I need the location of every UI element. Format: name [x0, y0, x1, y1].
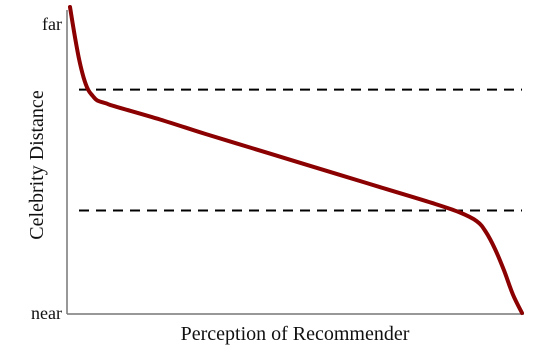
- series-line-1: [68, 5, 524, 315]
- y-tick-label-bottom: near: [31, 303, 62, 323]
- series-layer: [68, 5, 524, 315]
- y-tick-label-top: far: [42, 14, 62, 34]
- reference-lines-layer: [79, 88, 522, 212]
- y-axis-label: Celebrity Distance: [26, 90, 48, 240]
- x-axis-label: Perception of Recommender: [181, 323, 410, 345]
